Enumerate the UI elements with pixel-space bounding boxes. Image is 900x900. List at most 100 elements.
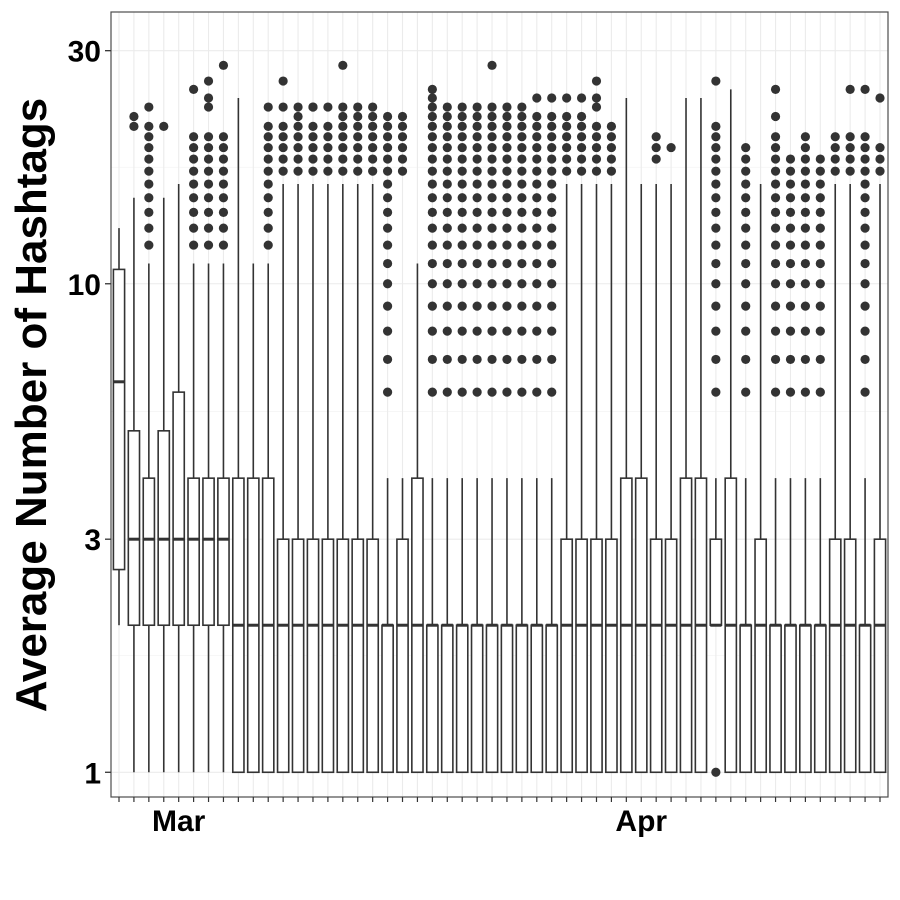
outlier-point (606, 121, 617, 131)
outlier-point (532, 387, 542, 397)
outlier-point (711, 326, 721, 336)
box-2020-03-16 (396, 111, 409, 774)
outlier-point (487, 240, 497, 250)
box-2020-02-28 (142, 102, 156, 773)
outlier-point (144, 142, 154, 153)
outlier-point (368, 102, 378, 112)
outlier-point (845, 84, 855, 94)
outlier-point (144, 154, 154, 164)
outlier-point (382, 387, 393, 397)
outlier-point (144, 102, 154, 112)
outlier-point (144, 223, 154, 233)
box-2020-02-26 (112, 228, 126, 626)
outlier-point (576, 132, 587, 142)
outlier-point (591, 142, 602, 153)
outlier-point (815, 258, 825, 269)
outlier-point (189, 179, 199, 189)
outlier-point (397, 121, 408, 131)
outlier-point (830, 142, 840, 153)
outlier-point (517, 207, 527, 217)
box-2020-03-06 (246, 263, 260, 774)
outlier-point (517, 240, 527, 250)
outlier-point (472, 166, 482, 176)
outlier-point (815, 166, 825, 176)
outlier-point (368, 121, 378, 131)
box-2020-03-29 (590, 76, 603, 774)
outlier-point (203, 193, 214, 203)
outlier-point (815, 154, 825, 164)
outlier-point (860, 240, 870, 250)
outlier-point (397, 111, 408, 122)
box-iqr (739, 624, 753, 774)
outlier-point (875, 154, 885, 164)
outlier-point (382, 179, 393, 189)
outlier-point (532, 193, 542, 203)
x-tick-label: Apr (615, 805, 667, 838)
box-iqr (515, 624, 529, 774)
outlier-point (741, 166, 751, 176)
outlier-point (353, 142, 363, 153)
outlier-point (711, 767, 721, 777)
outlier-point (293, 121, 303, 131)
outlier-point (487, 142, 497, 153)
outlier-point (442, 193, 452, 203)
outlier-point (562, 142, 572, 153)
outlier-point (576, 121, 587, 131)
box-iqr (202, 477, 215, 627)
box-iqr (396, 538, 409, 774)
outlier-point (591, 93, 602, 103)
box-2020-04-11 (784, 154, 797, 774)
outlier-point (368, 111, 378, 122)
outlier-point (562, 166, 572, 176)
outlier-point (323, 154, 333, 164)
outlier-point (547, 142, 557, 153)
outlier-point (532, 354, 542, 365)
outlier-point (382, 258, 393, 269)
box-2020-04-14 (828, 132, 842, 774)
box-2020-04-08 (739, 142, 753, 774)
box-iqr (754, 538, 768, 774)
outlier-point (427, 102, 437, 112)
outlier-point (741, 301, 751, 311)
outlier-point (278, 154, 288, 164)
outlier-point (547, 258, 557, 269)
outlier-point (427, 207, 437, 217)
outlier-point (472, 121, 482, 131)
outlier-point (263, 142, 273, 153)
outlier-point (203, 93, 214, 103)
outlier-point (591, 154, 602, 164)
outlier-point (502, 132, 512, 142)
outlier-point (845, 166, 855, 176)
outlier-point (129, 111, 139, 122)
outlier-point (487, 301, 497, 311)
outlier-point (338, 154, 348, 164)
outlier-point (815, 193, 825, 203)
box-2020-03-14 (366, 102, 380, 774)
outlier-point (860, 179, 870, 189)
outlier-point (382, 132, 393, 142)
outlier-point (785, 179, 796, 189)
outlier-point (606, 142, 617, 153)
box-iqr (112, 268, 126, 571)
outlier-point (487, 387, 497, 397)
outlier-point (427, 111, 437, 122)
outlier-point (502, 154, 512, 164)
outlier-point (830, 132, 840, 142)
outlier-point (144, 179, 154, 189)
outlier-point (308, 154, 318, 164)
outlier-point (263, 154, 273, 164)
outlier-point (741, 279, 751, 289)
outlier-point (144, 166, 154, 176)
outlier-point (427, 240, 437, 250)
outlier-point (382, 223, 393, 233)
outlier-point (159, 121, 169, 131)
outlier-point (368, 142, 378, 153)
outlier-point (382, 154, 393, 164)
outlier-point (741, 142, 751, 153)
box-iqr (649, 538, 663, 774)
outlier-point (860, 354, 870, 365)
outlier-point (741, 240, 751, 250)
outlier-point (263, 179, 273, 189)
outlier-point (144, 240, 154, 250)
outlier-point (427, 387, 437, 397)
